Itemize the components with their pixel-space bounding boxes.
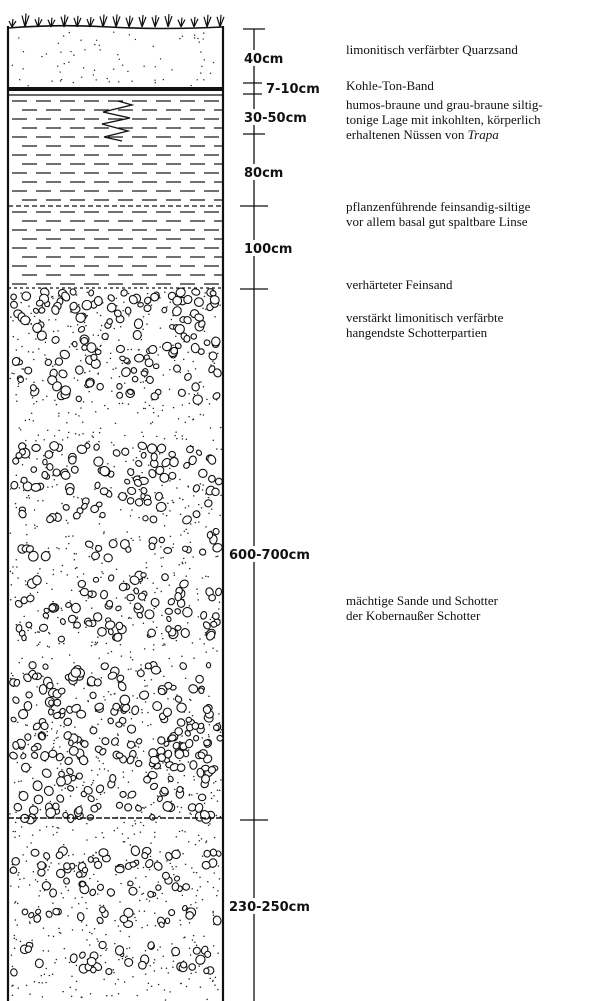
thickness-label-schotter: 600-700cm — [229, 548, 310, 563]
quarzsand-dots — [11, 31, 215, 87]
layer-boundaries — [8, 87, 223, 819]
grass-tuft — [8, 18, 17, 28]
grass-tuft — [73, 15, 82, 28]
grass-tuft — [99, 14, 108, 28]
grass-tuft — [216, 14, 225, 28]
thickness-label-kohle-ton: 7-10cm — [266, 82, 320, 97]
description-hangend: verstärkt limonitisch verfärbte hangends… — [346, 310, 504, 340]
thickness-label-basis: 230-250cm — [229, 900, 310, 915]
thickness-label-quarzsand: 40cm — [244, 52, 283, 67]
grass-surface — [8, 13, 225, 28]
thickness-label-siltlage: 80cm — [244, 166, 283, 181]
grass-tuft — [203, 14, 212, 28]
description-humos-line3: erhaltenen Nüssen von Trapa — [346, 127, 499, 142]
description-linse: pflanzenführende feinsandig-siltige vor … — [346, 199, 531, 229]
description-quarzsand: limonitisch verfärbter Quarzsand — [346, 42, 518, 57]
grass-tuft — [86, 16, 95, 28]
grass-tuft — [47, 17, 56, 28]
grass-tuft — [151, 15, 160, 28]
description-schotter: mächtige Sande und Schotter der Kobernau… — [346, 593, 498, 623]
grass-tuft — [112, 14, 121, 28]
thickness-scale — [240, 28, 268, 1001]
grass-tuft — [21, 13, 30, 28]
thickness-label-humos: 30-50cm — [244, 111, 307, 126]
description-feinsand: verhärteter Feinsand — [346, 277, 453, 292]
grass-tuft — [190, 16, 199, 28]
grass-tuft — [177, 17, 186, 28]
taxon-trapa: Trapa — [467, 127, 499, 142]
thickness-labels: 40cm 7-10cm 30-50cm 80cm 100cm 600-700cm… — [226, 50, 324, 915]
zigzag-mark — [101, 100, 135, 142]
gravel-sand-pattern — [9, 287, 223, 1001]
grass-tuft — [138, 14, 147, 28]
thickness-label-linse: 100cm — [244, 242, 292, 257]
description-humos: humos-braune und grau-braune siltig- ton… — [346, 97, 543, 142]
description-kohle-ton: Kohle-Ton-Band — [346, 78, 434, 93]
grass-tuft — [60, 14, 69, 28]
grass-tuft — [125, 15, 134, 28]
grass-tuft — [34, 17, 43, 28]
grass-tuft — [164, 14, 173, 28]
layer-patterns — [9, 31, 223, 1001]
silt-clay-dashes — [12, 100, 222, 285]
column-frame — [6, 24, 225, 1001]
